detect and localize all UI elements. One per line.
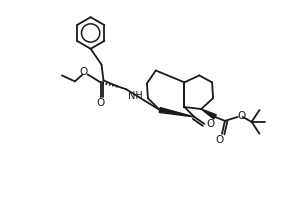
Text: O: O: [206, 119, 214, 129]
Text: O: O: [96, 98, 105, 108]
Text: O: O: [216, 135, 224, 145]
Text: NH: NH: [128, 91, 143, 101]
Polygon shape: [159, 108, 194, 117]
Polygon shape: [201, 109, 216, 119]
Text: O: O: [238, 111, 246, 121]
Text: O: O: [80, 68, 88, 77]
